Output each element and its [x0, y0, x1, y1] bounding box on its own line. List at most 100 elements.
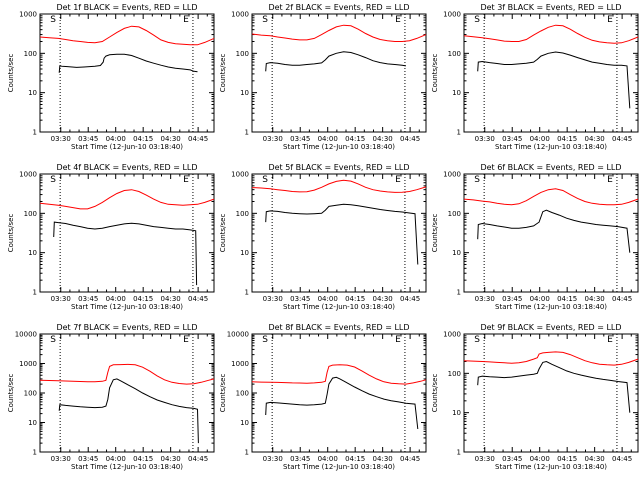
y-tick-label: 100 [24, 390, 37, 398]
y-tick-label: 1 [245, 449, 249, 457]
panel-title: Det 5f BLACK = Events, RED = LLD [268, 163, 409, 172]
y-tick-label: 10 [240, 249, 249, 257]
panel-title: Det 9f BLACK = Events, RED = LLD [480, 323, 621, 332]
start-marker-label: S [50, 335, 56, 345]
panel-title: Det 2f BLACK = Events, RED = LLD [268, 3, 409, 12]
y-tick-label: 10000 [227, 331, 249, 339]
start-marker-label: S [262, 335, 268, 345]
detector-panel: Det 6f BLACK = Events, RED = LLD 1 10 100 10… [431, 163, 639, 311]
panel-title: Det 6f BLACK = Events, RED = LLD [480, 163, 621, 172]
panel-title: Det 3f BLACK = Events, RED = LLD [480, 3, 621, 12]
x-tick-label: 04:15 [345, 455, 365, 463]
x-tick-label: 04:15 [133, 135, 153, 143]
events-series-line [53, 221, 198, 286]
x-tick-label: 04:30 [161, 135, 181, 143]
y-tick-label: 10 [240, 89, 249, 97]
x-axis-title: Start Time (12-Jun-10 03:18:40) [495, 303, 607, 311]
lld-series-line [251, 24, 427, 42]
y-tick-label: 1 [245, 129, 249, 137]
x-tick-label: 04:45 [188, 135, 208, 143]
events-series-line [265, 203, 419, 265]
x-tick-label: 04:45 [400, 295, 420, 303]
x-tick-label: 03:45 [290, 455, 310, 463]
end-marker-label: E [395, 15, 401, 25]
start-marker-label: S [474, 335, 480, 345]
y-tick-label: 1000 [443, 171, 461, 179]
x-tick-label: 04:00 [530, 455, 550, 463]
start-marker-label: S [50, 15, 56, 25]
plot-frame [463, 173, 639, 293]
x-tick-label: 04:30 [373, 295, 393, 303]
plot-frame [251, 333, 427, 453]
panel-title: Det 7f BLACK = Events, RED = LLD [56, 323, 197, 332]
x-tick-label: 04:15 [345, 295, 365, 303]
x-tick-label: 03:45 [290, 135, 310, 143]
x-tick-label: 04:00 [318, 295, 338, 303]
y-axis-title: Counts/sec [7, 214, 15, 253]
x-tick-label: 04:30 [161, 455, 181, 463]
y-tick-label: 100 [236, 50, 249, 58]
plot-frame [463, 333, 639, 453]
y-tick-label: 1000 [231, 11, 249, 19]
x-tick-label: 04:30 [585, 455, 605, 463]
detector-panel: Det 9f BLACK = Events, RED = LLD 1 10 100 10… [431, 323, 639, 471]
events-series-line [477, 360, 631, 413]
x-tick-label: 03:45 [502, 135, 522, 143]
lld-series-line [39, 363, 215, 385]
x-axis-title: Start Time (12-Jun-10 03:18:40) [495, 143, 607, 151]
y-axis-title: Counts/sec [219, 54, 227, 93]
x-tick-label: 04:30 [373, 455, 393, 463]
y-tick-label: 1000 [443, 11, 461, 19]
detector-panel: Det 1f BLACK = Events, RED = LLD 1 10 100 10… [7, 3, 215, 151]
x-tick-label: 04:45 [612, 455, 632, 463]
detector-panel: Det 5f BLACK = Events, RED = LLD 1 10 100 10… [219, 163, 427, 311]
y-axis-title: Counts/sec [219, 374, 227, 413]
x-tick-label: 04:30 [161, 295, 181, 303]
y-tick-label: 10 [452, 89, 461, 97]
y-tick-label: 1000 [231, 171, 249, 179]
x-tick-label: 03:45 [290, 295, 310, 303]
detector-panel: Det 8f BLACK = Events, RED = LLD 1 10 100 10… [219, 323, 427, 471]
detector-panel: Det 4f BLACK = Events, RED = LLD 1 10 100 10… [7, 163, 215, 311]
y-axis-title: Counts/sec [7, 374, 15, 413]
end-marker-label: E [183, 175, 189, 185]
x-tick-label: 04:15 [557, 295, 577, 303]
y-tick-label: 1000 [19, 360, 37, 368]
x-tick-label: 04:45 [612, 295, 632, 303]
x-tick-label: 04:00 [318, 135, 338, 143]
y-tick-label: 1 [457, 449, 461, 457]
x-tick-label: 04:15 [345, 135, 365, 143]
x-tick-label: 03:30 [263, 455, 283, 463]
end-marker-label: E [607, 15, 613, 25]
y-axis-title: Counts/sec [431, 374, 439, 413]
x-tick-label: 03:30 [263, 295, 283, 303]
x-axis-title: Start Time (12-Jun-10 03:18:40) [283, 463, 395, 471]
end-marker-label: E [395, 175, 401, 185]
detector-panel: Det 7f BLACK = Events, RED = LLD 1 10 100 10… [7, 323, 215, 471]
x-axis-title: Start Time (12-Jun-10 03:18:40) [283, 303, 395, 311]
y-tick-label: 10000 [15, 331, 37, 339]
y-tick-label: 100 [448, 210, 461, 218]
start-marker-label: S [50, 175, 56, 185]
y-axis-title: Counts/sec [219, 214, 227, 253]
x-axis-title: Start Time (12-Jun-10 03:18:40) [71, 463, 183, 471]
start-marker-label: S [474, 15, 480, 25]
y-tick-label: 10 [28, 89, 37, 97]
x-tick-label: 03:30 [51, 455, 71, 463]
x-axis-title: Start Time (12-Jun-10 03:18:40) [495, 463, 607, 471]
plot-frame [39, 173, 215, 293]
events-series-line [265, 376, 419, 430]
events-series-line [58, 378, 199, 444]
lld-series-line [251, 179, 427, 193]
lld-series-line [463, 24, 639, 44]
y-tick-label: 10 [28, 249, 37, 257]
x-tick-label: 04:15 [557, 455, 577, 463]
x-tick-label: 03:45 [78, 295, 98, 303]
y-tick-label: 1 [33, 449, 37, 457]
lld-series-line [463, 351, 639, 366]
x-tick-label: 04:00 [106, 455, 126, 463]
end-marker-label: E [607, 175, 613, 185]
plot-frame [39, 13, 215, 133]
y-axis-title: Counts/sec [7, 54, 15, 93]
lld-series-line [463, 188, 639, 206]
